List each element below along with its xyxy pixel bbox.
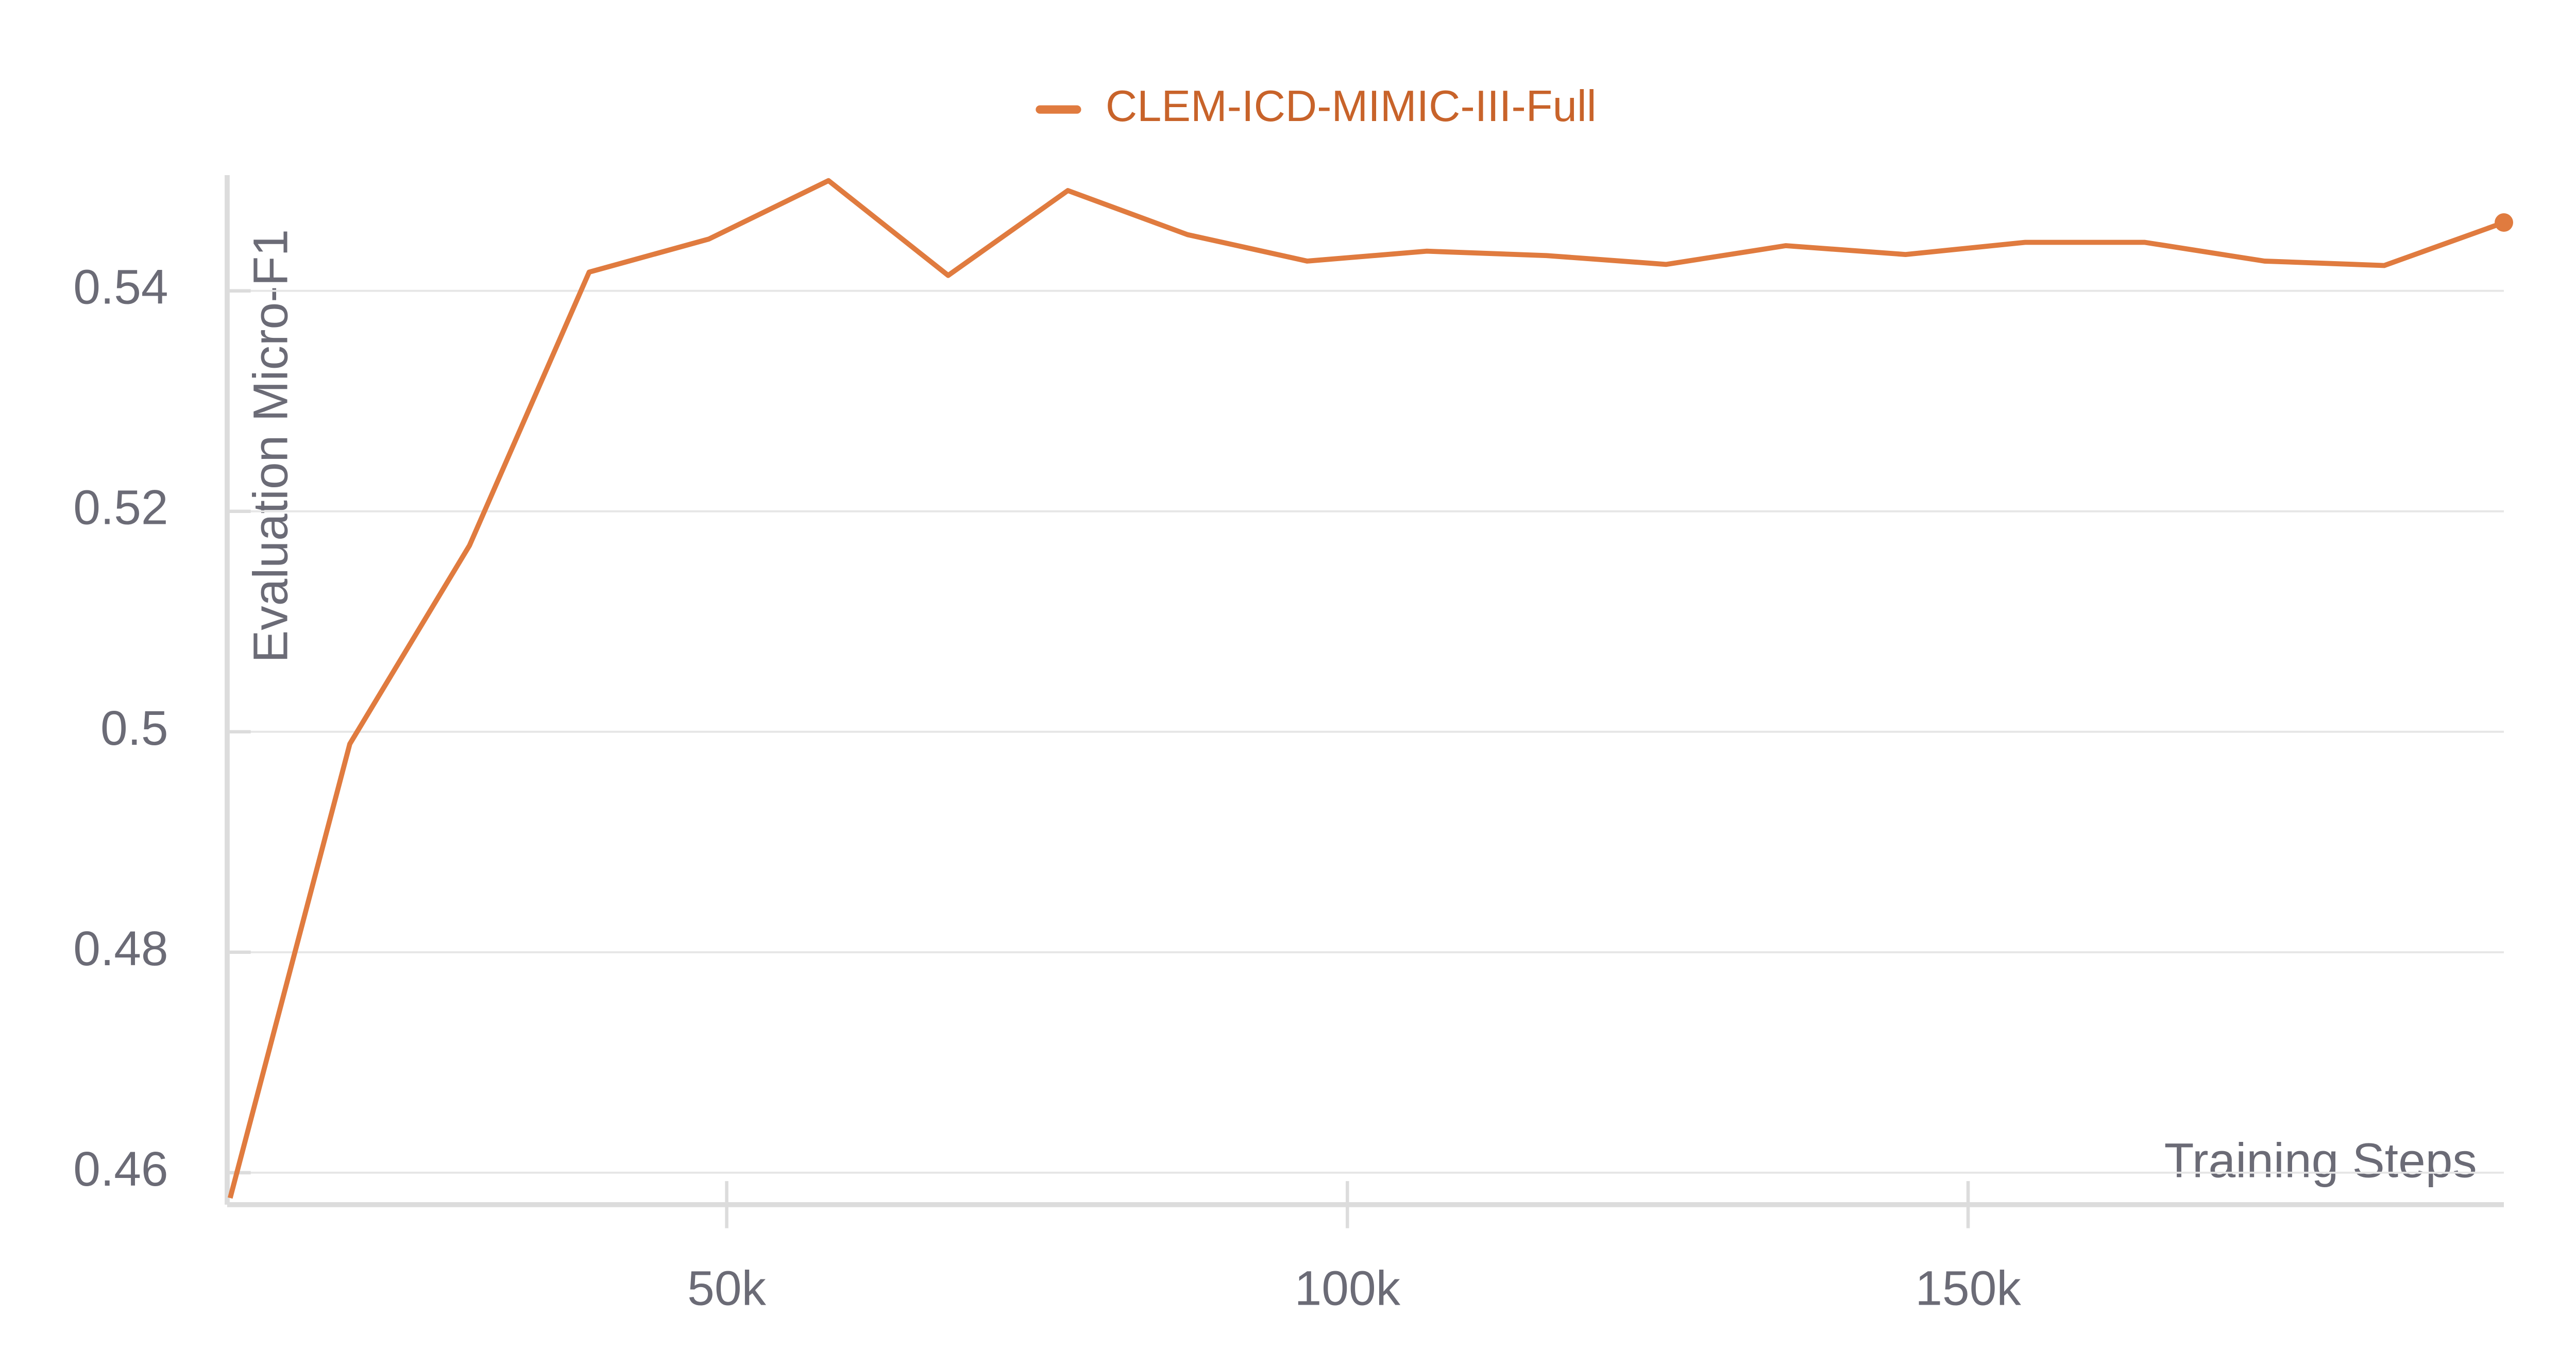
x-tick-label: 100k xyxy=(1295,1261,1401,1316)
end-point xyxy=(2495,213,2513,232)
y-tick-label: 0.48 xyxy=(73,921,168,976)
legend-label: CLEM-ICD-MIMIC-III-Full xyxy=(1106,81,1597,130)
y-tick-label: 0.54 xyxy=(73,260,168,315)
x-tick-label: 50k xyxy=(687,1261,766,1316)
x-axis-label: Training Steps xyxy=(2164,1134,2477,1188)
y-tick-label: 0.5 xyxy=(100,701,168,756)
y-tick-label: 0.52 xyxy=(73,481,168,535)
series-line xyxy=(227,178,2505,1199)
y-axis-label: Evaluation Micro-F1 xyxy=(243,229,298,663)
x-tick-label: 150k xyxy=(1915,1261,2021,1316)
y-tick-label: 0.46 xyxy=(73,1142,168,1196)
